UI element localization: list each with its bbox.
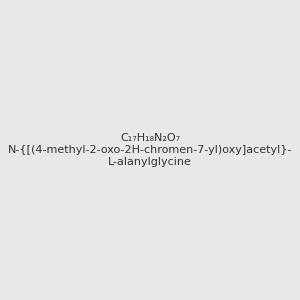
Text: C₁₇H₁₈N₂O₇
N-{[(4-methyl-2-oxo-2H-chromen-7-yl)oxy]acetyl}-
L-alanylglycine: C₁₇H₁₈N₂O₇ N-{[(4-methyl-2-oxo-2H-chrome… [8, 134, 292, 166]
